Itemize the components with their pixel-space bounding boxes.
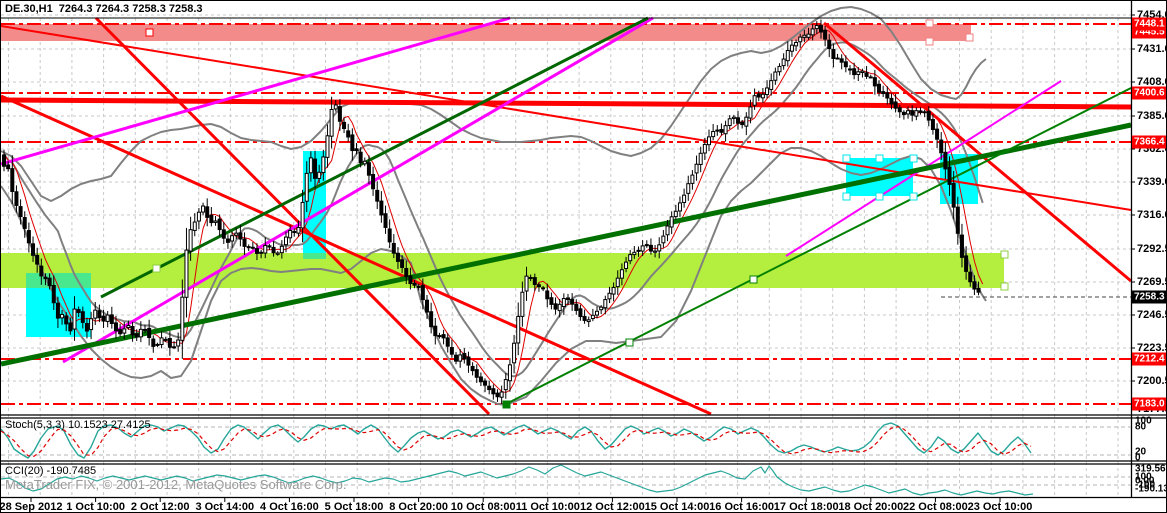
time-axis-label: 4 Oct 16:00 [260, 501, 319, 513]
time-axis-label: 11 Oct 10:00 [515, 501, 580, 513]
time-axis-label: 2 Oct 12:00 [130, 501, 190, 513]
price-level-badge: 7448.1 [1132, 17, 1166, 31]
time-axis-label: 17 Oct 18:00 [773, 501, 839, 513]
indicator-axis-label: -190.1385 [1135, 483, 1166, 495]
price-tick-label: 7200.5 [1137, 374, 1166, 387]
indicator-axis-label: 100 [1135, 415, 1152, 427]
time-axis-label: 8 Oct 20:00 [389, 501, 448, 513]
cci-indicator-label: CCI(20) -190.7485 [5, 465, 97, 477]
price-level-badge: 7400.6 [1132, 86, 1166, 100]
time-axis-label: 12 Oct 12:00 [579, 501, 645, 513]
indicator-axis-label: -100 [1135, 479, 1156, 491]
time-axis-label: 5 Oct 18:00 [324, 501, 384, 513]
chart-title: DE.30,H1 7264.3 7264.3 7258.3 7258.3 [5, 3, 203, 15]
stoch-indicator-label: Stoch(5,3,3) 10.1523 27.4125 [5, 419, 151, 431]
time-axis-label: 15 Oct 14:00 [644, 501, 710, 513]
price-tick-label: 7223.5 [1137, 341, 1166, 354]
price-tick-label: 7339.0 [1137, 175, 1166, 188]
indicator-axis-label: 80 [1135, 421, 1147, 433]
time-axis-label: 23 Oct 10:00 [967, 501, 1033, 513]
price-tick-label: 7408.0 [1137, 75, 1166, 88]
price-tick-label: 7385.0 [1137, 109, 1166, 122]
indicator-axis-label: 20 [1135, 446, 1147, 458]
price-tick-label: 7269.5 [1137, 275, 1166, 288]
watermark: MetaTrader FIX, © 2001-2012, MetaQuotes … [5, 477, 347, 492]
price-tick-label: 7246.5 [1137, 308, 1166, 321]
indicator-axis-label: 0 [1135, 452, 1141, 464]
time-axis-label: 22 Oct 08:00 [902, 501, 968, 513]
price-tick-label: 7292.5 [1137, 242, 1166, 255]
price-level-badge: 7212.4 [1132, 352, 1166, 366]
indicator-axis-label: 319.5674 [1135, 463, 1166, 475]
price-level-badge: 7366.4 [1132, 135, 1166, 149]
time-axis-label: 10 Oct 08:00 [450, 501, 516, 513]
time-axis-label: 3 Oct 14:00 [195, 501, 255, 513]
time-axis-label: 1 Oct 10:00 [66, 501, 125, 513]
time-axis-label: 28 Sep 2012 [0, 501, 63, 513]
price-level-badge: 7258.3 [1132, 290, 1166, 304]
time-axis-label: 18 Oct 20:00 [838, 501, 904, 513]
indicator-axis-label: 0.00 [1135, 475, 1155, 487]
price-tick-label: 7431.0 [1137, 42, 1166, 55]
indicator-axis-label: 100 [1135, 471, 1152, 483]
price-tick-label: 7316.0 [1137, 208, 1166, 221]
time-axis-label: 16 Oct 16:00 [709, 501, 775, 513]
price-level-badge: 7183.0 [1132, 397, 1166, 411]
